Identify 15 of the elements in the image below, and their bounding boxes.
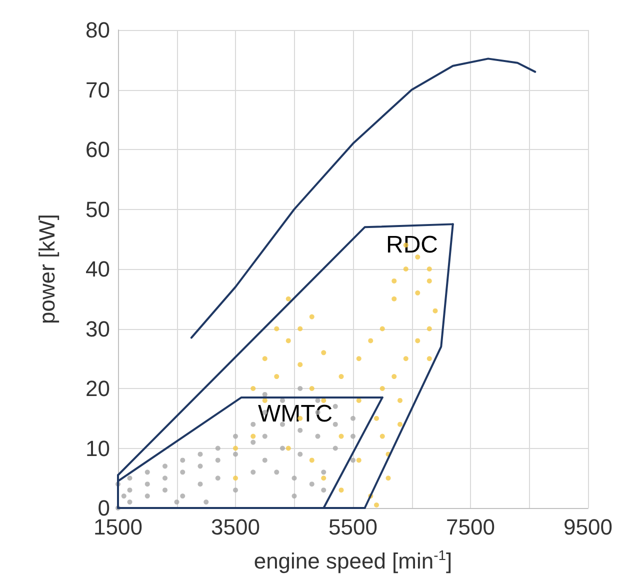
y-axis-title: power [kW] (34, 214, 60, 324)
y-tick-label: 20 (86, 376, 110, 401)
y-tick-label: 70 (86, 77, 110, 102)
annotation: WMTC (258, 400, 333, 428)
annotation: RDC (386, 232, 438, 258)
y-tick-label: 60 (86, 137, 110, 162)
y-tick-label: 50 (86, 196, 110, 222)
x-tick-label: 7500 (446, 514, 495, 540)
y-tick-label: 80 (86, 18, 110, 42)
x-tick-label: 3500 (211, 514, 260, 540)
y-tick-label: 40 (86, 256, 110, 282)
x-tick-label: 9500 (564, 514, 612, 540)
x-tick-label: 5500 (328, 514, 378, 540)
y-tick-label: 30 (86, 316, 110, 342)
y-tick-label: 10 (86, 436, 110, 461)
